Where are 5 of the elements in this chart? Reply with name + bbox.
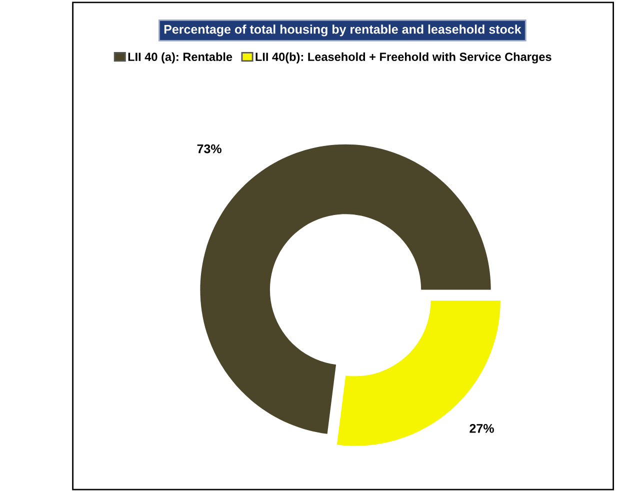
data-label: 27% bbox=[470, 424, 494, 433]
data-label: 73% bbox=[197, 144, 222, 154]
legend-label: LII 40(b): Leasehold + Freehold with Service Charges bbox=[256, 52, 552, 64]
chart-title: Percentage of total housing by rentable and leasehold stock bbox=[164, 24, 522, 36]
legend-label: LII 40 (a): Rentable bbox=[128, 52, 232, 64]
